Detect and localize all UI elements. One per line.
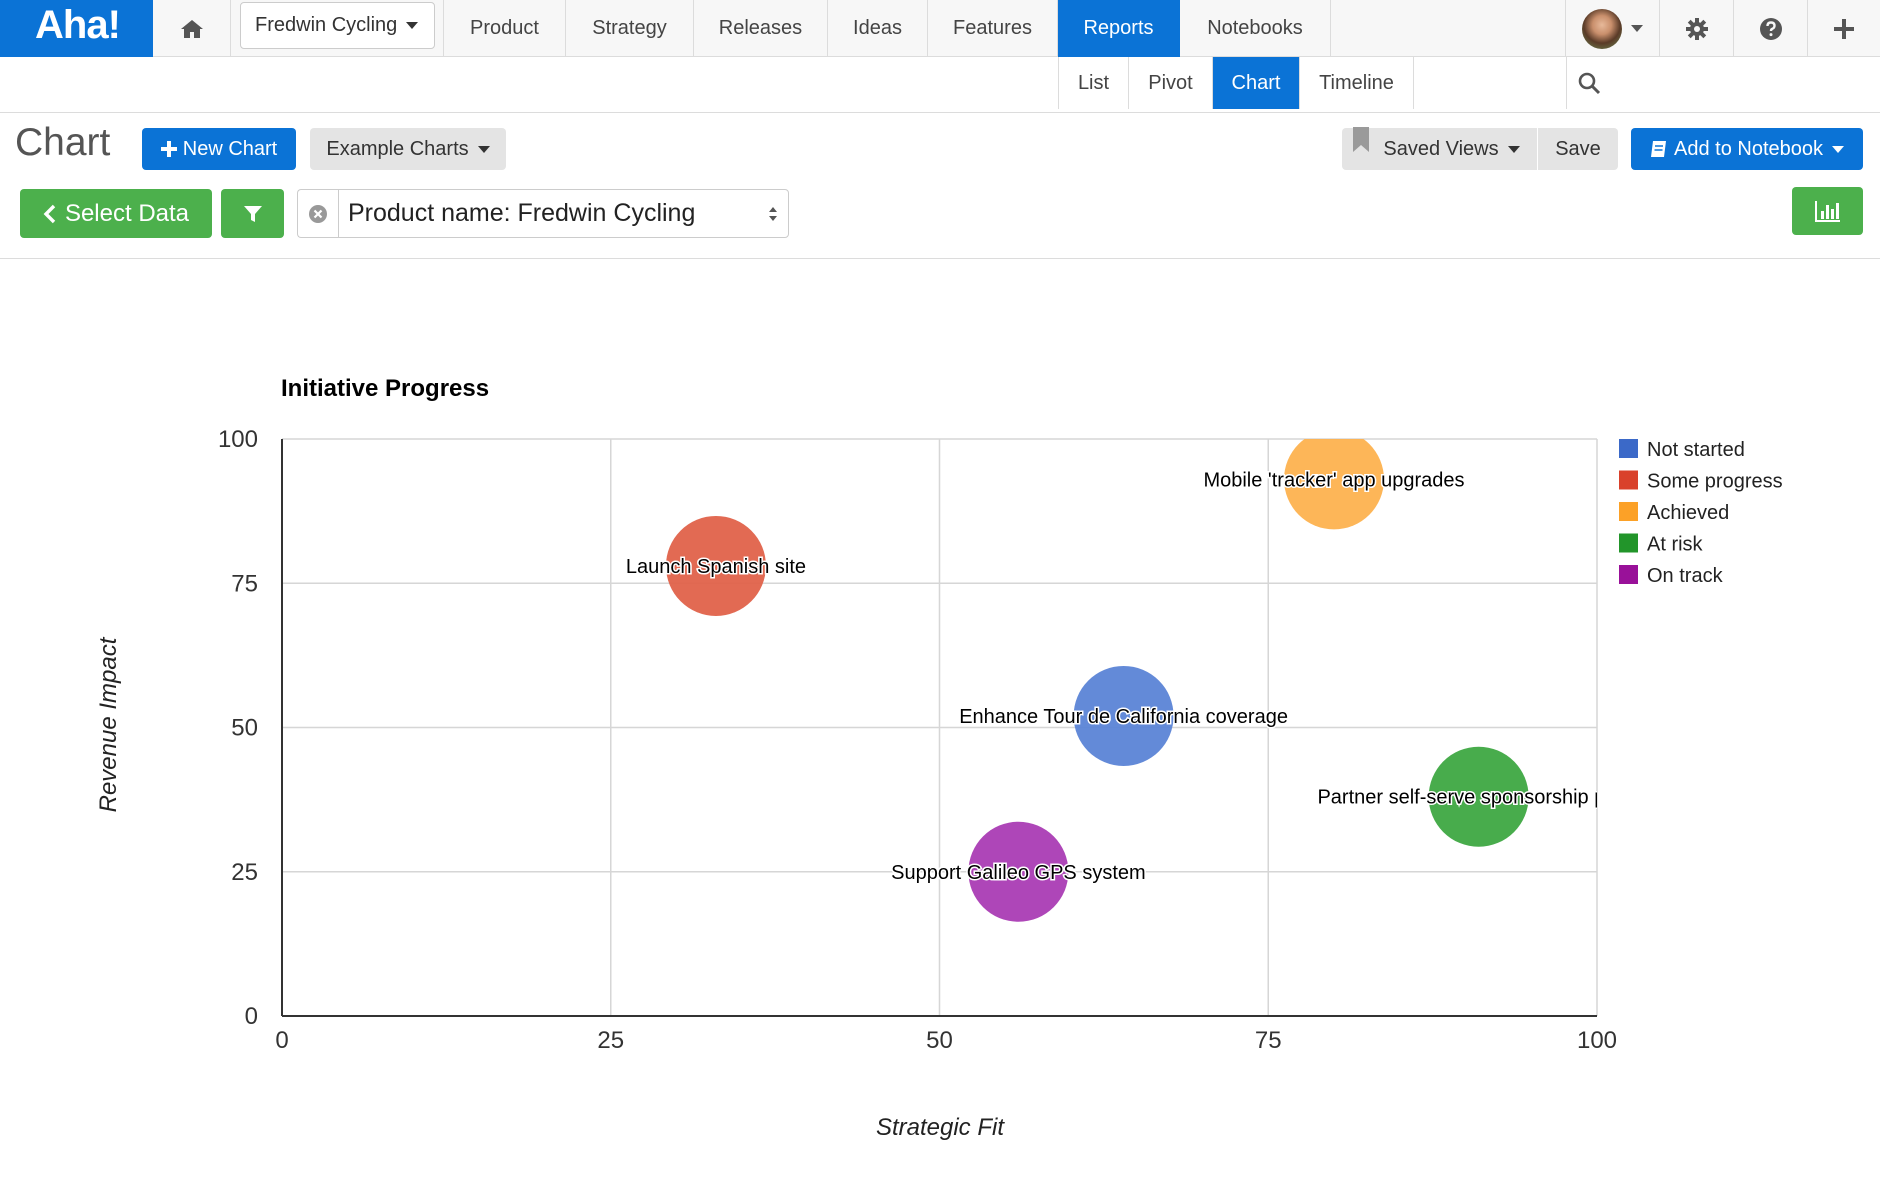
bubble-group — [665, 439, 1529, 922]
help-icon — [1759, 17, 1782, 40]
y-tick-label: 50 — [231, 715, 258, 742]
top-navigation: Aha! Fredwin Cycling Product Strategy Re… — [0, 0, 1880, 57]
chart-title: Initiative Progress — [281, 375, 489, 402]
y-tick-label: 75 — [231, 570, 258, 597]
initiative-progress-chart: Initiative Progress 0 25 50 75 100 0 25 50 75 100… — [95, 375, 1783, 1141]
app-logo[interactable]: Aha! — [0, 0, 153, 57]
legend-swatch — [1619, 439, 1638, 458]
new-chart-label: New Chart — [182, 137, 278, 160]
sort-arrows-icon — [769, 207, 777, 221]
example-charts-label: Example Charts — [326, 137, 469, 160]
user-menu[interactable] — [1565, 0, 1660, 57]
bubble-point — [665, 515, 766, 616]
nav-item-reports[interactable]: Reports — [1058, 0, 1180, 57]
home-button[interactable] — [153, 0, 231, 57]
add-button[interactable] — [1808, 0, 1880, 57]
save-button[interactable]: Save — [1538, 128, 1618, 170]
product-selector-cell: Fredwin Cycling — [231, 0, 444, 57]
toolbar-divider — [0, 258, 1880, 259]
bubble-point — [1284, 439, 1384, 530]
plot-area: 0 25 50 75 100 0 25 50 75 100 Launch Spanish site M… — [218, 426, 1640, 1054]
tab-timeline[interactable]: Timeline — [1300, 57, 1414, 109]
legend-label: On track — [1647, 565, 1724, 587]
avatar — [1582, 8, 1622, 49]
y-axis-label: Revenue Impact — [95, 636, 122, 812]
bubble-label: Mobile 'tracker' app upgrades — [1203, 469, 1464, 491]
bar-chart-icon — [1814, 201, 1840, 222]
help-button[interactable] — [1734, 0, 1808, 57]
search-icon — [1578, 72, 1600, 95]
settings-button[interactable] — [1660, 0, 1734, 57]
y-tick-label: 100 — [218, 426, 258, 453]
bubble-label: Launch Spanish site — [626, 556, 806, 578]
search-button[interactable] — [1566, 57, 1610, 109]
example-charts-button[interactable]: Example Charts — [310, 128, 506, 170]
product-filter-select[interactable]: Product name: Fredwin Cycling — [338, 189, 789, 238]
nav-item-features[interactable]: Features — [928, 0, 1058, 57]
legend-swatch — [1619, 502, 1638, 521]
legend-swatch — [1619, 533, 1638, 553]
legend-label: Some progress — [1647, 471, 1783, 493]
bubble-point — [1073, 665, 1174, 766]
nav-item-ideas[interactable]: Ideas — [828, 0, 928, 57]
bubble-label-group: Launch Spanish site Mobile 'tracker' app … — [624, 468, 1640, 885]
plus-icon — [1834, 18, 1854, 39]
saved-views-label: Saved Views — [1383, 137, 1499, 160]
bubble-label: Partner self-serve sponsorship porta — [1317, 787, 1640, 809]
x-tick-label: 75 — [1255, 1027, 1282, 1054]
report-subnav: List Pivot Chart Timeline — [0, 57, 1880, 113]
add-to-notebook-button[interactable]: Add to Notebook — [1631, 128, 1863, 170]
legend-label: Not started — [1647, 439, 1745, 461]
bookmark-icon — [1353, 127, 1369, 152]
x-tick-label: 100 — [1577, 1027, 1617, 1054]
home-icon — [180, 19, 203, 38]
bubble-label: Enhance Tour de California coverage — [959, 706, 1288, 728]
filter-icon — [243, 205, 262, 222]
x-tick-label: 50 — [926, 1027, 953, 1054]
nav-item-product[interactable]: Product — [444, 0, 566, 57]
y-tick-label: 25 — [231, 859, 258, 886]
page-title: Chart — [15, 121, 111, 164]
tab-list[interactable]: List — [1058, 57, 1129, 109]
y-tick-label: 0 — [245, 1003, 258, 1030]
chart-type-button[interactable] — [1792, 187, 1863, 235]
chevron-down-icon — [1832, 145, 1844, 153]
chevron-left-icon — [43, 204, 56, 223]
saved-views-button[interactable]: Saved Views — [1342, 127, 1537, 170]
chevron-down-icon — [1507, 145, 1520, 153]
select-data-button[interactable]: Select Data — [20, 189, 212, 238]
legend-swatch — [1619, 565, 1638, 584]
chevron-down-icon — [406, 22, 419, 29]
tab-chart[interactable]: Chart — [1213, 57, 1300, 109]
gear-icon — [1685, 17, 1708, 40]
bubble-label: Support Galileo GPS system — [891, 862, 1146, 884]
legend-label: At risk — [1647, 534, 1704, 556]
save-label: Save — [1555, 137, 1601, 160]
notebook-icon — [1651, 141, 1666, 157]
legend-swatch — [1619, 470, 1638, 490]
nav-item-releases[interactable]: Releases — [694, 0, 828, 57]
bubble-point — [968, 821, 1069, 922]
nav-item-notebooks[interactable]: Notebooks — [1180, 0, 1331, 57]
x-tick-label: 0 — [275, 1027, 288, 1054]
plus-icon — [160, 141, 177, 157]
filter-button[interactable] — [221, 189, 284, 238]
chart-legend: Not started Some progress Achieved At risk O… — [1619, 439, 1783, 587]
close-icon — [309, 204, 327, 223]
product-filter-value: Product name: Fredwin Cycling — [348, 199, 696, 227]
bubble-point — [1428, 746, 1529, 847]
clear-filter-button[interactable] — [297, 189, 338, 238]
tab-pivot[interactable]: Pivot — [1129, 57, 1213, 109]
nav-item-strategy[interactable]: Strategy — [566, 0, 694, 57]
product-selector-label: Fredwin Cycling — [255, 14, 398, 36]
legend-label: Achieved — [1647, 502, 1729, 524]
add-to-notebook-label: Add to Notebook — [1674, 137, 1823, 160]
product-selector[interactable]: Fredwin Cycling — [240, 2, 435, 49]
select-data-label: Select Data — [64, 199, 190, 227]
new-chart-button[interactable]: New Chart — [142, 128, 296, 170]
x-tick-label: 25 — [597, 1027, 624, 1054]
x-axis-label: Strategic Fit — [876, 1114, 1005, 1141]
chevron-down-icon — [1631, 25, 1643, 32]
chevron-down-icon — [477, 145, 490, 153]
